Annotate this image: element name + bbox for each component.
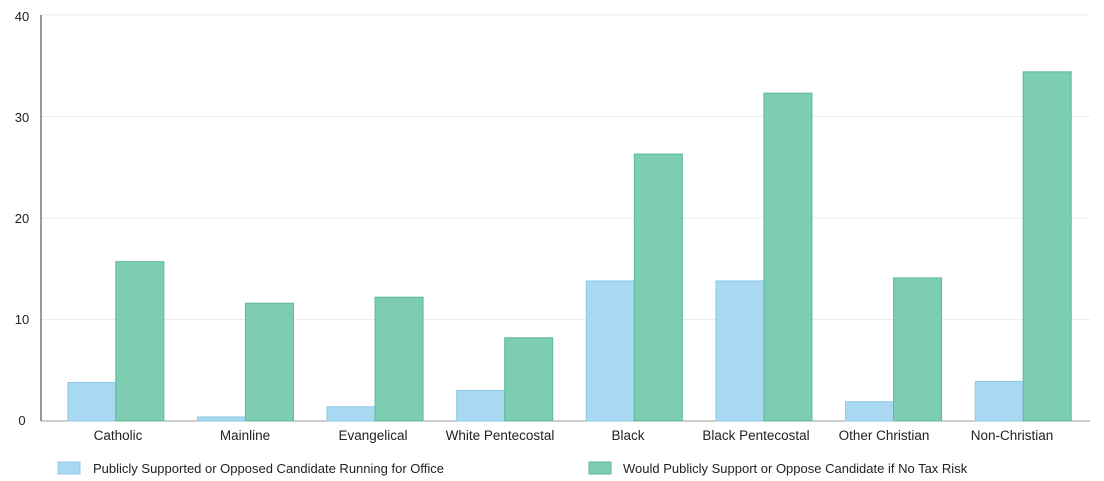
bar-would-support-white-pentecostal — [504, 337, 554, 422]
bar-supported-evangelical — [326, 406, 376, 422]
bar-would-support-black-pentecostal — [763, 92, 813, 422]
x-tick-label-white-pentecostal: White Pentecostal — [446, 428, 555, 443]
legend-swatch-series-1 — [57, 461, 81, 475]
bar-supported-white-pentecostal — [456, 390, 506, 422]
y-tick-label: 0 — [18, 413, 25, 428]
legend-swatch-series-2 — [588, 461, 612, 475]
bar-would-support-other-christian — [893, 277, 943, 422]
x-tick-label-catholic: Catholic — [94, 428, 143, 443]
legend-label-series-2: Would Publicly Support or Oppose Candida… — [623, 461, 968, 476]
legend-label-series-1: Publicly Supported or Opposed Candidate … — [93, 461, 444, 476]
bar-supported-mainline — [196, 416, 246, 422]
bar-would-support-non-christian — [1022, 71, 1072, 422]
x-tick-labels: Catholic Mainline Evangelical White Pent… — [94, 428, 1054, 443]
bar-would-support-catholic — [115, 261, 165, 422]
y-tick-label: 40 — [15, 9, 29, 24]
x-tick-label-mainline: Mainline — [220, 428, 270, 443]
bars — [67, 71, 1072, 422]
bar-supported-other-christian — [845, 401, 895, 422]
x-tick-label-black-pentecostal: Black Pentecostal — [702, 428, 809, 443]
y-tick-labels: 0 10 20 30 40 — [15, 9, 29, 428]
bar-supported-catholic — [67, 381, 117, 422]
x-tick-label-other-christian: Other Christian — [839, 428, 930, 443]
bar-supported-black-pentecostal — [715, 280, 765, 422]
y-tick-label: 20 — [15, 211, 29, 226]
bar-supported-black — [585, 280, 635, 422]
bar-would-support-black — [633, 153, 683, 422]
legend: Publicly Supported or Opposed Candidate … — [57, 461, 968, 476]
x-tick-label-evangelical: Evangelical — [338, 428, 407, 443]
bar-would-support-mainline — [244, 302, 294, 422]
bar-supported-non-christian — [974, 380, 1024, 422]
y-tick-label: 10 — [15, 312, 29, 327]
x-tick-label-black: Black — [611, 428, 644, 443]
bar-would-support-evangelical — [374, 296, 424, 422]
y-tick-label: 30 — [15, 110, 29, 125]
x-tick-label-non-christian: Non-Christian — [971, 428, 1054, 443]
gridlines — [41, 14, 1090, 320]
